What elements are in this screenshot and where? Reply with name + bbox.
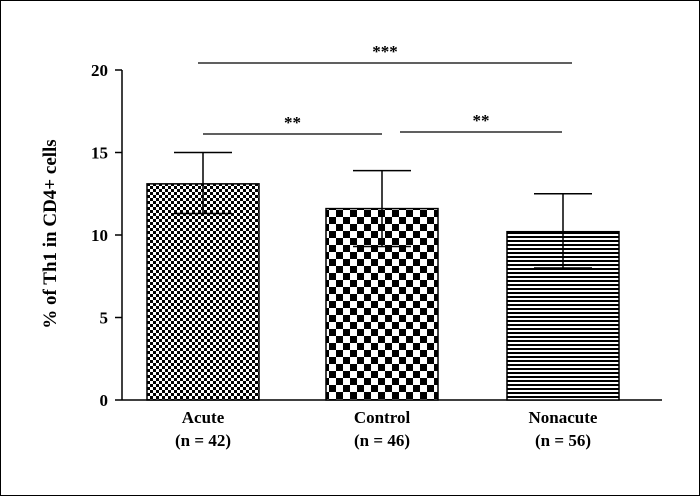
category-label: Control xyxy=(354,408,411,427)
category-n-label: (n = 46) xyxy=(354,431,410,450)
y-tick-label: 20 xyxy=(91,61,108,80)
significance-label: ** xyxy=(473,111,490,130)
y-tick-label: 10 xyxy=(91,226,108,245)
category-label: Acute xyxy=(182,408,225,427)
significance-label: *** xyxy=(372,42,398,61)
significance-label: ** xyxy=(284,113,301,132)
y-tick-label: 15 xyxy=(91,144,108,163)
category-n-label: (n = 42) xyxy=(175,431,231,450)
y-tick-label: 5 xyxy=(100,309,109,328)
category-label: Nonacute xyxy=(529,408,598,427)
bar-acute xyxy=(146,183,260,401)
y-axis-label: % of Th1 in CD4+ cells xyxy=(40,139,61,328)
y-tick-label: 0 xyxy=(100,391,109,410)
category-n-label: (n = 56) xyxy=(535,431,591,450)
